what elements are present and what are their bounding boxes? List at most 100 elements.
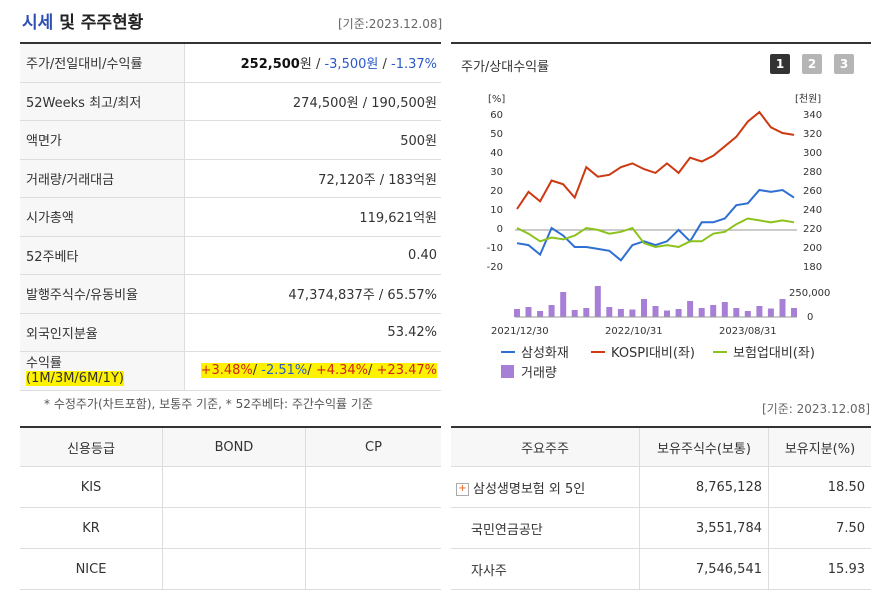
volume-bar bbox=[779, 299, 786, 317]
chart-title: 주가/상대수익률 bbox=[461, 60, 550, 75]
x-tick-label: 2023/08/31 bbox=[719, 326, 777, 337]
legend-volume: 거래량 bbox=[521, 366, 557, 381]
volume-bar bbox=[514, 309, 520, 317]
series-line-samsung bbox=[516, 188, 795, 262]
left-tick-label: 10 bbox=[490, 205, 503, 216]
row-label: 52주베타 bbox=[20, 236, 185, 275]
series-line-kospi bbox=[516, 110, 795, 210]
table-row: 발행주식수/유동비율 47,374,837주 / 65.57% bbox=[20, 274, 441, 314]
volume-tick: 0 bbox=[807, 312, 813, 323]
table-row: 52Weeks 최고/최저 274,500원 / 190,500원 bbox=[20, 82, 441, 121]
volume-bar bbox=[767, 308, 774, 317]
holder-shares: 8,765,128 bbox=[639, 466, 769, 508]
volume-bar bbox=[617, 309, 624, 317]
col-header: 보유지분(%) bbox=[768, 427, 871, 467]
volume-bar bbox=[583, 308, 590, 317]
expand-icon[interactable]: + bbox=[456, 482, 469, 496]
cell bbox=[162, 548, 306, 590]
table-row: 외국인지분율 53.42% bbox=[20, 313, 441, 352]
row-value: 119,621억원 bbox=[184, 197, 441, 237]
col-header: 주요주주 bbox=[451, 427, 640, 467]
volume-bar bbox=[664, 310, 670, 317]
table-row: 52주베타 0.40 bbox=[20, 236, 441, 275]
table-row: + 삼성생명보험 외 5인 8,765,128 18.50 bbox=[451, 466, 871, 508]
right-tick-label: 280 bbox=[803, 167, 822, 178]
left-tick-label: 30 bbox=[490, 167, 503, 178]
volume-bar bbox=[756, 306, 763, 317]
chart-page-3-button[interactable]: 3 bbox=[834, 54, 854, 74]
chart-page-1-button[interactable]: 1 bbox=[770, 54, 790, 74]
cell bbox=[305, 548, 441, 590]
row-label: 외국인지분율 bbox=[20, 313, 185, 352]
right-tick-label: 220 bbox=[803, 224, 822, 235]
table-row: 주가/전일대비/수익률 252,500원 / -3,500원 / -1.37% bbox=[20, 43, 441, 83]
chart-page-2-button[interactable]: 2 bbox=[802, 54, 822, 74]
volume-bar bbox=[629, 309, 636, 317]
holder-shares: 3,551,784 bbox=[639, 507, 769, 549]
left-tick-label: -10 bbox=[487, 243, 503, 254]
volume-bar bbox=[744, 311, 751, 317]
table-row: 액면가 500원 bbox=[20, 120, 441, 160]
right-tick-label: 340 bbox=[803, 110, 822, 121]
left-tick-label: 20 bbox=[490, 186, 503, 197]
page-title: 시세 및 주주현황 bbox=[22, 13, 144, 33]
volume-bar bbox=[791, 308, 797, 317]
price-summary-table: 주가/전일대비/수익률 252,500원 / -3,500원 / -1.37% … bbox=[20, 42, 441, 391]
holder-name: + 삼성생명보험 외 5인 bbox=[451, 466, 640, 508]
left-tick-label: 0 bbox=[497, 224, 503, 235]
footnote: * 수정주가(차트포함), 보통주 기준, * 52주베타: 주간수익률 기준 bbox=[44, 397, 373, 411]
volume-bar bbox=[675, 309, 682, 317]
cell: KR bbox=[20, 507, 163, 549]
volume-bar bbox=[594, 286, 601, 317]
right-tick-label: 320 bbox=[803, 129, 822, 140]
table-row: 거래량/거래대금 72,120주 / 183억원 bbox=[20, 159, 441, 198]
row-label: 시가총액 bbox=[20, 197, 185, 237]
col-header: 신용등급 bbox=[20, 427, 163, 467]
credit-rating-table: 신용등급 BOND CP KIS KR NICE bbox=[20, 426, 441, 590]
left-tick-label: -20 bbox=[487, 262, 503, 273]
table-row: NICE bbox=[20, 548, 441, 590]
volume-bar bbox=[606, 307, 613, 317]
holder-percent: 15.93 bbox=[768, 548, 871, 590]
cell bbox=[305, 507, 441, 549]
base-date: [기준:2023.12.08] bbox=[338, 17, 443, 31]
table-row: 수익률 (1M/3M/6M/1Y) +3.48%/ -2.51%/ +4.34%/… bbox=[20, 351, 441, 391]
volume-bar bbox=[548, 305, 555, 317]
price-value: 252,500원 / -3,500원 / -1.37% bbox=[184, 43, 441, 83]
major-shareholders-table: 주요주주 보유주식수(보통) 보유지분(%) + 삼성생명보험 외 5인 8,76… bbox=[451, 426, 871, 590]
row-value: 274,500원 / 190,500원 bbox=[184, 82, 441, 121]
x-tick-label: 2021/12/30 bbox=[491, 326, 549, 337]
right-tick-label: 260 bbox=[803, 186, 822, 197]
left-unit: [%] bbox=[488, 94, 505, 105]
right-tick-label: 180 bbox=[803, 262, 822, 273]
right-tick-label: 300 bbox=[803, 148, 822, 159]
price-chart: [%] [천원] 60 50 40 30 20 10 0 -10 -20 340 320 300 28… bbox=[487, 93, 831, 381]
legend-samsung: 삼성화재 bbox=[521, 346, 569, 361]
returns-label: 수익률 (1M/3M/6M/1Y) bbox=[20, 351, 185, 391]
table-row: KIS bbox=[20, 466, 441, 508]
table-header: 주요주주 보유주식수(보통) 보유지분(%) bbox=[451, 427, 871, 467]
row-label: 52Weeks 최고/최저 bbox=[20, 82, 185, 121]
legend: 삼성화재 KOSPI대비(좌) 보험업대비(좌) 거래량 bbox=[501, 346, 815, 381]
right-tick-label: 240 bbox=[803, 205, 822, 216]
row-label: 액면가 bbox=[20, 120, 185, 160]
cell: KIS bbox=[20, 466, 163, 508]
left-tick-label: 60 bbox=[490, 110, 503, 121]
holder-percent: 18.50 bbox=[768, 466, 871, 508]
table-row: 시가총액 119,621억원 bbox=[20, 197, 441, 237]
cell bbox=[162, 507, 306, 549]
row-value: 47,374,837주 / 65.57% bbox=[184, 274, 441, 314]
cell bbox=[162, 466, 306, 508]
left-tick-label: 40 bbox=[490, 148, 503, 159]
volume-bar bbox=[698, 308, 705, 317]
left-tick-label: 50 bbox=[490, 129, 503, 140]
table-row: 국민연금공단 3,551,784 7.50 bbox=[451, 507, 871, 549]
table-row: 자사주 7,546,541 15.93 bbox=[451, 548, 871, 590]
holder-shares: 7,546,541 bbox=[639, 548, 769, 590]
volume-bar bbox=[710, 305, 717, 317]
row-label: 주가/전일대비/수익률 bbox=[20, 43, 185, 83]
col-header: BOND bbox=[162, 427, 306, 467]
row-value: 72,120주 / 183억원 bbox=[184, 159, 441, 198]
chart-panel: 주가/상대수익률 1 2 3 [%] [천원] 60 50 40 30 20 10 0 -10… bbox=[451, 42, 871, 382]
row-label: 발행주식수/유동비율 bbox=[20, 274, 185, 314]
